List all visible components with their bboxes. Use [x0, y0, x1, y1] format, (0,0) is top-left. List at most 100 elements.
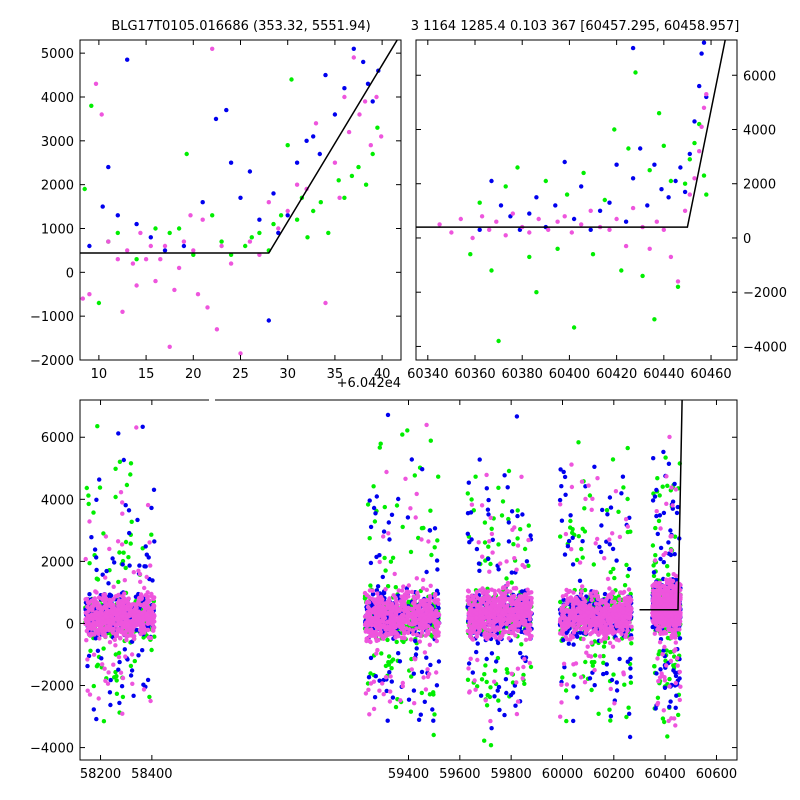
- data-point: [595, 536, 600, 542]
- data-point: [625, 524, 630, 529]
- y-tick-label: −2000: [30, 354, 74, 369]
- data-point: [367, 607, 373, 612]
- data-point: [404, 614, 410, 619]
- data-point: [111, 662, 116, 667]
- data-point: [482, 672, 487, 677]
- data-point: [357, 112, 362, 117]
- data-point: [557, 631, 563, 636]
- data-point: [478, 693, 484, 698]
- data-point: [128, 663, 134, 669]
- data-point: [238, 351, 243, 356]
- data-point: [365, 502, 371, 507]
- data-point: [367, 633, 373, 639]
- data-point: [521, 664, 526, 670]
- data-point: [596, 711, 601, 716]
- data-point: [387, 596, 392, 601]
- data-point: [510, 211, 515, 216]
- data-point: [524, 605, 530, 611]
- data-point: [418, 712, 423, 717]
- data-point: [372, 634, 378, 639]
- data-point: [368, 583, 373, 588]
- data-point: [148, 698, 153, 704]
- data-point: [509, 594, 514, 599]
- data-point: [434, 588, 440, 593]
- data-point: [123, 654, 128, 659]
- data-point: [692, 140, 697, 146]
- data-point: [614, 624, 620, 629]
- data-point: [141, 687, 147, 692]
- data-point: [566, 609, 571, 614]
- data-point: [384, 610, 389, 615]
- data-point: [100, 572, 105, 577]
- data-point: [425, 629, 430, 634]
- data-point: [592, 667, 597, 673]
- data-point: [682, 189, 688, 195]
- data-point: [408, 549, 414, 555]
- scatter-points-bottom: [83, 412, 683, 748]
- data-point: [158, 257, 163, 262]
- data-point: [436, 474, 441, 479]
- data-point: [558, 714, 563, 719]
- data-point: [602, 632, 607, 637]
- data-point: [351, 46, 356, 51]
- data-point: [490, 550, 495, 555]
- data-point: [485, 594, 490, 600]
- data-point: [653, 525, 658, 531]
- y-tick-label: 4000: [41, 91, 74, 106]
- data-point: [511, 542, 516, 547]
- data-point: [115, 257, 121, 262]
- data-point: [571, 605, 576, 610]
- data-point: [151, 602, 156, 608]
- data-point: [570, 562, 576, 567]
- data-point: [97, 603, 102, 608]
- data-point: [609, 677, 615, 683]
- data-point: [659, 187, 664, 192]
- data-point: [96, 631, 101, 637]
- data-point: [94, 716, 99, 722]
- data-point: [342, 195, 347, 200]
- data-point: [625, 628, 630, 633]
- data-point: [628, 674, 633, 680]
- data-point: [87, 519, 92, 524]
- data-point: [617, 597, 622, 602]
- data-point: [102, 632, 107, 637]
- data-point: [682, 208, 688, 213]
- data-point: [467, 540, 472, 545]
- data-point: [494, 618, 500, 624]
- data-point: [622, 598, 627, 603]
- data-point: [83, 556, 88, 562]
- data-point: [424, 624, 429, 629]
- data-point: [640, 273, 645, 279]
- data-point: [107, 640, 113, 645]
- data-point: [134, 617, 140, 623]
- data-point: [181, 239, 187, 244]
- data-point: [150, 609, 155, 615]
- data-point: [141, 622, 146, 628]
- data-point: [488, 561, 493, 567]
- data-point: [570, 615, 575, 621]
- data-point: [506, 636, 512, 641]
- data-point: [489, 587, 494, 592]
- data-point: [650, 543, 656, 548]
- data-point: [678, 165, 683, 170]
- data-point: [489, 178, 494, 184]
- data-point: [503, 677, 509, 682]
- data-point: [587, 676, 593, 681]
- data-point: [497, 707, 502, 713]
- data-point: [629, 597, 634, 603]
- data-point: [520, 676, 525, 681]
- data-point: [144, 612, 149, 617]
- x-offset-label: +6.042e4: [337, 376, 401, 391]
- data-point: [505, 670, 510, 675]
- data-point: [613, 489, 619, 494]
- data-point: [487, 606, 492, 611]
- data-point: [665, 483, 670, 488]
- data-point: [393, 704, 399, 710]
- data-point: [588, 227, 593, 232]
- data-point: [589, 507, 594, 512]
- data-point: [125, 607, 130, 612]
- data-point: [621, 609, 626, 615]
- data-point: [633, 70, 638, 75]
- data-point: [506, 468, 512, 474]
- data-point: [625, 573, 630, 579]
